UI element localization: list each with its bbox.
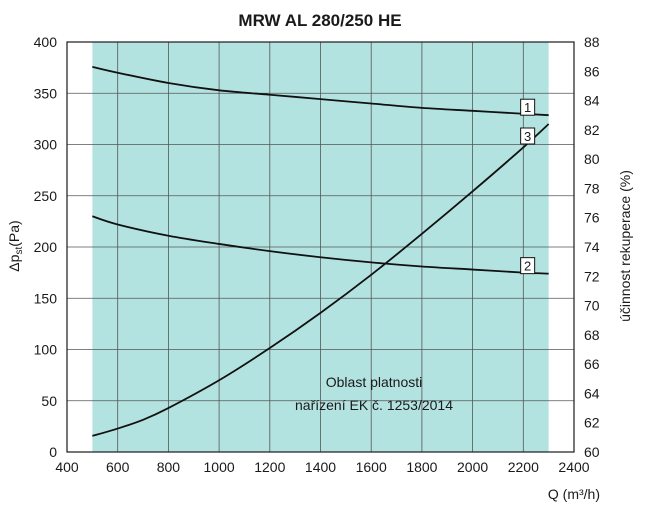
tick-labels: 400 600 800 1000 1200 1400 1600 1800 2000 2200 240… — [34, 34, 600, 475]
plot-frame — [66, 41, 575, 453]
y-right-tick-label: 82 — [584, 122, 600, 138]
y-right-tick-label: 76 — [584, 210, 600, 226]
series-marker-label-2: 2 — [524, 259, 531, 274]
x-tick-label: 1000 — [204, 459, 235, 475]
x-tick-label: 400 — [55, 459, 79, 475]
y-right-tick-label: 88 — [584, 34, 600, 50]
x-tick-label: 1800 — [406, 459, 437, 475]
y-right-tick-label: 80 — [584, 151, 600, 167]
y-left-tick-label: 150 — [34, 290, 58, 306]
y-right-tick-label: 74 — [584, 239, 600, 255]
y-right-tick-label: 78 — [584, 180, 600, 196]
y-axis-left-label: Δpst(Pa) — [6, 220, 25, 271]
y-right-tick-label: 84 — [584, 93, 600, 109]
series-line-3 — [92, 123, 550, 437]
x-tick-label: 2000 — [457, 459, 488, 475]
y-right-tick-label: 64 — [584, 385, 600, 401]
x-tick-label: 1600 — [356, 459, 387, 475]
x-tick-label: 600 — [106, 459, 130, 475]
y-left-tick-label: 0 — [49, 444, 57, 460]
y-left-tick-label: 250 — [34, 188, 58, 204]
x-tick-label: 2400 — [558, 459, 589, 475]
y-left-tick-label: 300 — [34, 137, 58, 153]
y-right-tick-label: 86 — [584, 63, 600, 79]
series-marker-box-1 — [520, 98, 536, 116]
y-right-tick-label: 72 — [584, 268, 600, 284]
series-marker-label-1: 1 — [524, 100, 531, 115]
region-label-line1: Oblast platnosti — [326, 374, 423, 390]
series-lines — [92, 66, 550, 437]
series-markers: 1 2 3 — [520, 98, 536, 275]
x-tick-label: 1400 — [305, 459, 336, 475]
series-line-1 — [92, 66, 549, 117]
y-left-tick-label: 100 — [34, 342, 58, 358]
series-marker-label-3: 3 — [524, 129, 531, 144]
series-marker-box-3 — [520, 127, 536, 145]
series-marker-box-2 — [520, 257, 536, 275]
chart-title: MRW AL 280/250 HE — [238, 11, 401, 30]
region-label-line2: nařízení EK č. 1253/2014 — [295, 397, 453, 413]
y-right-tick-label: 62 — [584, 415, 600, 431]
y-right-tick-label: 66 — [584, 356, 600, 372]
y-right-tick-label: 60 — [584, 444, 600, 460]
y-right-tick-label: 70 — [584, 298, 600, 314]
y-axis-right-label: účinnost rekuperace (%) — [617, 170, 633, 322]
y-right-tick-label: 68 — [584, 327, 600, 343]
y-left-tick-label: 200 — [34, 239, 58, 255]
x-tick-label: 1200 — [254, 459, 285, 475]
x-tick-label: 800 — [157, 459, 181, 475]
y-left-tick-label: 350 — [34, 85, 58, 101]
x-axis-label: Q (m³/h) — [548, 486, 600, 502]
x-tick-label: 2200 — [508, 459, 539, 475]
series-line-2 — [92, 215, 549, 275]
y-left-tick-label: 50 — [41, 393, 57, 409]
y-left-tick-label: 400 — [34, 34, 58, 50]
